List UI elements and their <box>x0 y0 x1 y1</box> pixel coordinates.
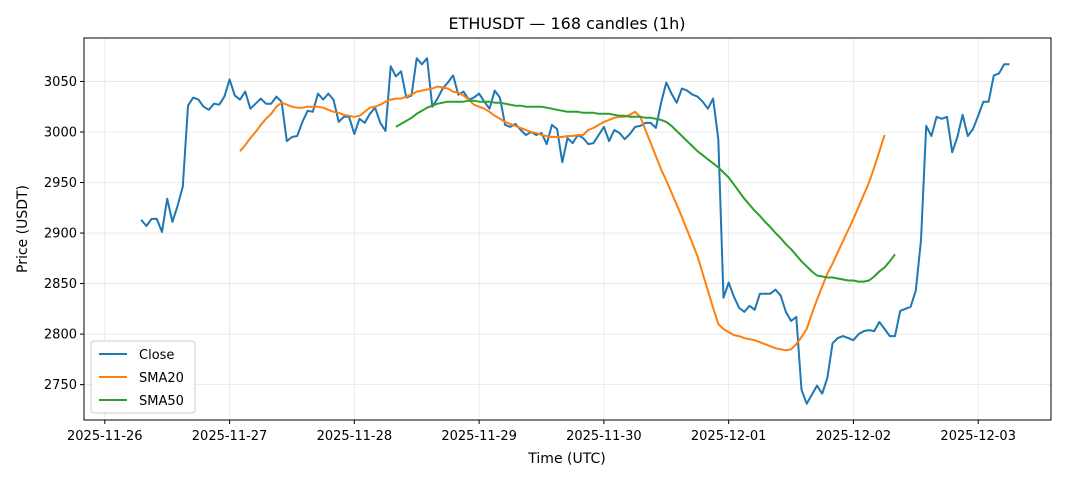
y-tick-label: 3050 <box>44 75 77 90</box>
x-tick-label: 2025-11-29 <box>441 429 517 444</box>
x-tick-label: 2025-11-30 <box>566 429 642 444</box>
plot-frame <box>83 37 1052 421</box>
y-axis: 2750 2800 2850 2900 2950 3000 3050 <box>44 75 84 393</box>
x-tick-label: 2025-12-03 <box>940 429 1016 444</box>
legend-label-sma20: SMA20 <box>139 371 184 386</box>
x-axis-label: Time (UTC) <box>527 451 605 467</box>
series-line-close <box>140 57 1010 405</box>
x-tick-label: 2025-11-26 <box>67 429 143 444</box>
x-axis: 2025-11-26 2025-11-27 2025-11-28 2025-11-29… <box>67 420 1016 444</box>
x-tick-label: 2025-11-27 <box>192 429 268 444</box>
y-tick-label: 2900 <box>44 227 77 242</box>
y-tick-label: 2750 <box>44 378 77 393</box>
series-group <box>140 57 1010 405</box>
legend: Close SMA20 SMA50 <box>90 340 196 414</box>
y-tick-label: 3000 <box>44 125 77 140</box>
y-axis-label: Price (USDT) <box>15 185 31 273</box>
legend-label-sma50: SMA50 <box>139 394 184 409</box>
series-line-sma50 <box>395 99 896 283</box>
legend-box <box>90 340 196 414</box>
x-tick-label: 2025-12-02 <box>816 429 892 444</box>
legend-label-close: Close <box>139 348 174 363</box>
y-tick-label: 2850 <box>44 277 77 292</box>
y-tick-label: 2950 <box>44 176 77 191</box>
series-line-sma20 <box>239 85 886 352</box>
y-tick-label: 2800 <box>44 328 77 343</box>
x-tick-label: 2025-12-01 <box>691 429 767 444</box>
x-tick-label: 2025-11-28 <box>317 429 393 444</box>
grid <box>84 38 1051 420</box>
chart-title: ETHUSDT — 168 candles (1h) <box>448 14 685 33</box>
